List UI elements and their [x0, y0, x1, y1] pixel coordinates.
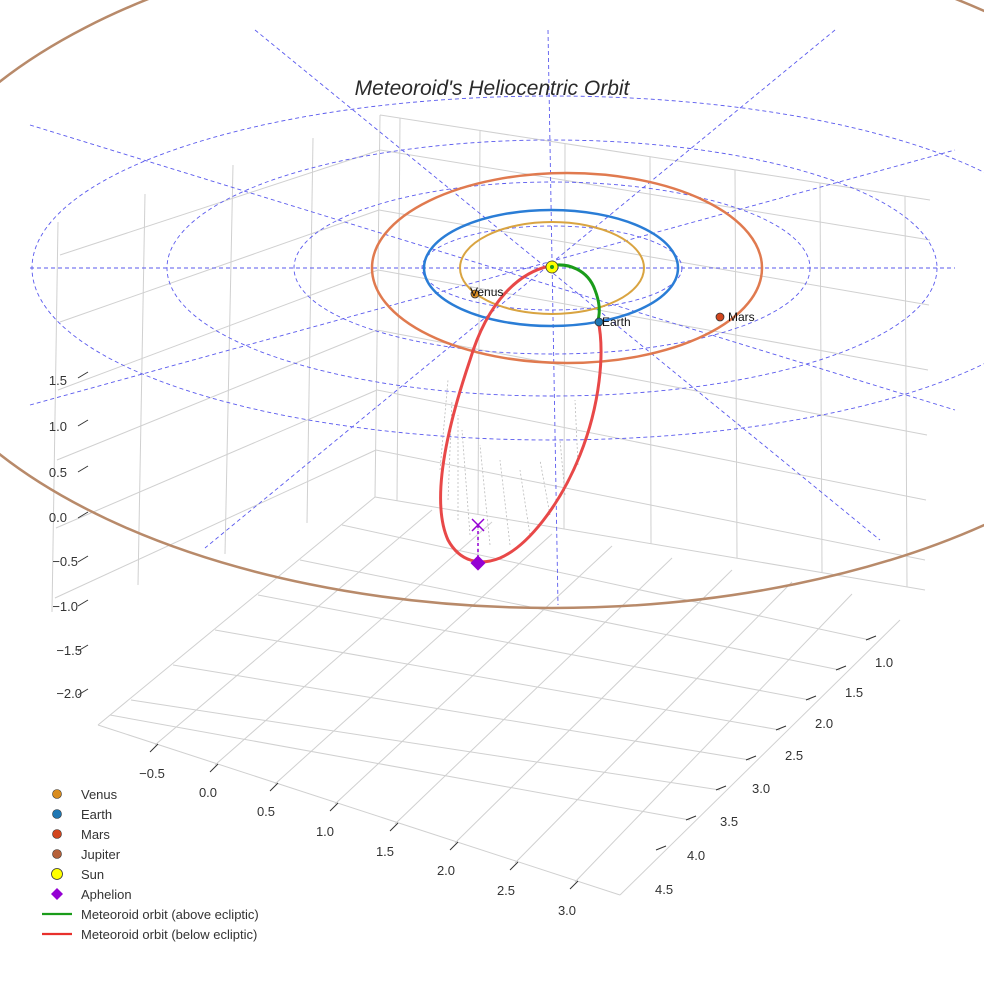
aphelion-projection-marker: [471, 518, 485, 532]
legend-label: Meteoroid orbit (below ecliptic): [81, 927, 257, 942]
legend: Venus Earth Mars Jupiter Sun Aphelion Me…: [42, 787, 259, 942]
y-tick-label: 3.5: [720, 814, 738, 829]
y-tick-label: 1.5: [845, 685, 863, 700]
legend-item-sun: Sun: [51, 867, 104, 882]
earth-orbit: [422, 208, 680, 328]
planet-orbits: [0, 0, 984, 610]
y-tick-label: 2.5: [785, 748, 803, 763]
x-tick-label: −0.5: [139, 766, 165, 781]
legend-item-aphelion: Aphelion: [51, 887, 132, 902]
legend-item-venus: Venus: [52, 787, 118, 802]
z-axis: 1.5 1.0 0.5 0.0 −0.5 −1.0 −1.5 −2.0: [49, 371, 89, 701]
venus-marker: [470, 289, 480, 299]
aphelion-marker: [470, 555, 486, 571]
legend-label: Meteoroid orbit (above ecliptic): [81, 907, 259, 922]
y-tick-label: 3.0: [752, 781, 770, 796]
mars-orbit: [370, 171, 764, 365]
ecliptic-spoke-2: [204, 29, 836, 549]
floor-pane-grid: [97, 496, 901, 896]
legend-marker: [52, 849, 62, 859]
jupiter-orbit: [0, 0, 984, 610]
legend-label: Aphelion: [81, 887, 132, 902]
legend-label: Venus: [81, 787, 118, 802]
ecliptic-spoke-3: [29, 124, 956, 411]
legend-marker: [51, 888, 63, 900]
z-tick-label: −2.0: [56, 686, 82, 701]
x-tick-label: 3.0: [558, 903, 576, 918]
legend-marker: [51, 868, 63, 880]
back-right-pane-grid: [374, 114, 931, 591]
x-tick-label: 0.5: [257, 804, 275, 819]
z-tick-label: 1.0: [49, 419, 67, 434]
meteoroid-drop-lines: [439, 379, 579, 562]
venus-orbit: [459, 221, 645, 315]
earth-marker: [594, 317, 604, 327]
legend-item-meteoroid-below: Meteoroid orbit (below ecliptic): [42, 927, 257, 942]
z-tick-label: −0.5: [52, 554, 78, 569]
z-tick-label: 0.5: [49, 465, 67, 480]
legend-item-earth: Earth: [52, 807, 112, 822]
axes-panes: [51, 114, 931, 896]
planet-label-venus: Venus: [470, 285, 503, 299]
meteoroid-orbit-below: [439, 264, 603, 564]
x-tick-label: 0.0: [199, 785, 217, 800]
ecliptic-axis-v: [547, 29, 559, 606]
y-tick-label: 1.0: [875, 655, 893, 670]
legend-label: Mars: [81, 827, 110, 842]
x-tick-label: 2.5: [497, 883, 515, 898]
z-tick-label: −1.0: [52, 599, 78, 614]
legend-item-mars: Mars: [52, 827, 110, 842]
ecliptic-spoke-4: [29, 149, 956, 406]
legend-marker: [52, 829, 62, 839]
markers: [470, 260, 725, 571]
y-tick-label: 4.5: [655, 882, 673, 897]
x-tick-label: 2.0: [437, 863, 455, 878]
legend-item-meteoroid-above: Meteoroid orbit (above ecliptic): [42, 907, 259, 922]
legend-marker: [52, 789, 62, 799]
x-tick-label: 1.5: [376, 844, 394, 859]
x-tick-label: 1.0: [316, 824, 334, 839]
back-left-pane-grid: [51, 114, 381, 613]
planet-label-earth: Earth: [602, 315, 631, 329]
y-tick-label: 2.0: [815, 716, 833, 731]
ecliptic-grid: [29, 29, 984, 606]
meteoroid-orbit-above: [548, 263, 601, 322]
ecliptic-spoke-1: [254, 29, 881, 541]
legend-label: Sun: [81, 867, 104, 882]
legend-label: Earth: [81, 807, 112, 822]
y-axis: 1.0 1.5 2.0 2.5 3.0 3.5 4.0 4.5: [655, 635, 893, 897]
legend-marker: [52, 809, 62, 819]
chart-title: Meteoroid's Heliocentric Orbit: [355, 77, 631, 100]
z-tick-label: −1.5: [56, 643, 82, 658]
z-tick-label: 1.5: [49, 373, 67, 388]
x-axis: −0.5 0.0 0.5 1.0 1.5 2.0 2.5 3.0: [139, 743, 579, 918]
z-tick-label: 0.0: [49, 510, 67, 525]
planet-labels: Venus Earth Mars: [470, 285, 755, 329]
y-tick-label: 4.0: [687, 848, 705, 863]
mars-marker: [715, 312, 725, 322]
planet-label-mars: Mars: [728, 310, 755, 324]
legend-label: Jupiter: [81, 847, 121, 862]
meteoroid-orbit: [439, 263, 603, 564]
legend-item-jupiter: Jupiter: [52, 847, 121, 862]
